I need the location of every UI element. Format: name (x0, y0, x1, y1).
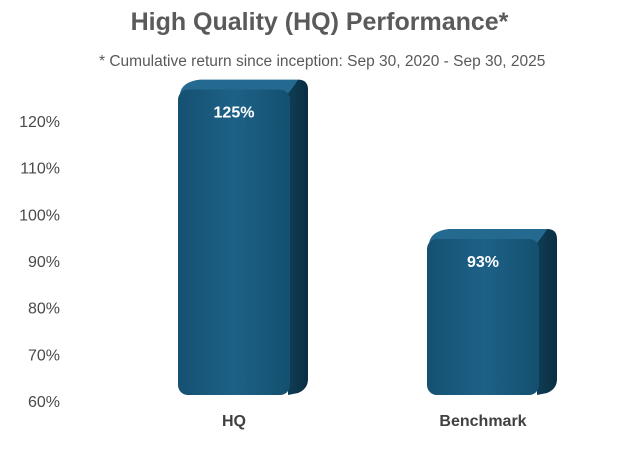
bar-front-face (427, 239, 539, 395)
bar-benchmark (427, 229, 557, 395)
data-label: 125% (214, 105, 255, 122)
bar-side-face (537, 229, 557, 395)
y-axis: 60% 70% 80% 90% 100% 110% 120% (19, 114, 60, 411)
y-tick-label: 120% (19, 114, 60, 131)
bars-group: 125% 93% (178, 79, 557, 396)
y-tick-label: 100% (19, 207, 60, 224)
data-label: 93% (467, 254, 499, 271)
y-tick-label: 60% (28, 394, 60, 411)
y-tick-label: 70% (28, 347, 60, 364)
chart-title: High Quality (HQ) Performance* (130, 8, 509, 36)
bar-front-face (178, 89, 290, 396)
x-tick-label: Benchmark (439, 413, 526, 430)
bar-side-face (288, 79, 308, 396)
y-tick-label: 110% (20, 161, 60, 178)
y-tick-label: 90% (28, 254, 60, 271)
x-axis: HQ Benchmark (222, 413, 527, 430)
chart-subtitle: * Cumulative return since inception: Sep… (99, 53, 546, 70)
y-tick-label: 80% (28, 301, 60, 318)
x-tick-label: HQ (222, 413, 246, 430)
bar-hq (178, 79, 308, 396)
